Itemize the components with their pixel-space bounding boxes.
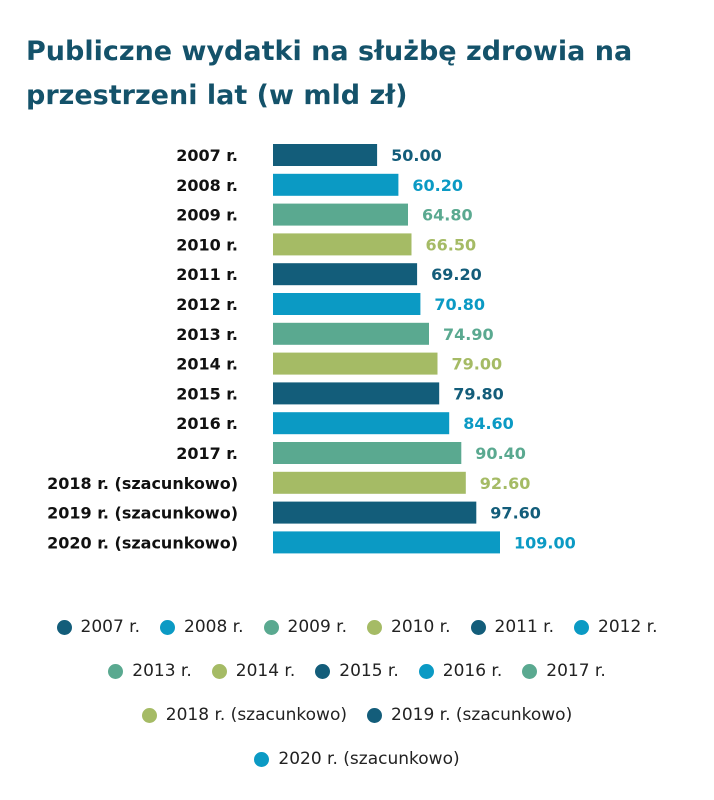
- chart-title: Publiczne wydatki na służbę zdrowia na p…: [26, 36, 633, 111]
- category-label-0: 2007 r.: [176, 146, 238, 165]
- bar-8: [273, 382, 440, 405]
- bar-1: [273, 173, 399, 196]
- value-label-3: 66.50: [426, 235, 477, 254]
- value-label-12: 97.60: [490, 504, 541, 523]
- bar-11: [273, 471, 466, 494]
- legend-item-12[interactable]: 2019 r. (szacunkowo): [367, 705, 572, 725]
- legend-swatch-icon: [418, 663, 434, 679]
- category-label-1: 2008 r.: [176, 176, 238, 195]
- bar-chart: 2007 r. 50.00 2008 r. 60.20 2009 r. 64.80 2010…: [47, 144, 576, 554]
- bar-9: [273, 412, 450, 435]
- category-label-11: 2018 r. (szacunkowo): [47, 474, 238, 493]
- category-label-9: 2016 r.: [176, 414, 238, 433]
- legend-swatch-icon: [141, 707, 157, 723]
- legend-swatch-icon: [160, 619, 175, 635]
- legend-label: 2016 r.: [442, 661, 503, 681]
- legend-item-7[interactable]: 2014 r.: [211, 661, 296, 681]
- legend-label: 2007 r.: [80, 617, 141, 637]
- legend-swatch-icon: [367, 707, 382, 723]
- legend-label: 2015 r.: [339, 661, 399, 681]
- legend-item-4[interactable]: 2011 r.: [470, 617, 555, 637]
- category-label-3: 2010 r.: [176, 235, 238, 254]
- bar-12: [273, 501, 477, 524]
- value-label-6: 74.90: [443, 325, 494, 344]
- legend-item-10[interactable]: 2017 r.: [522, 661, 606, 681]
- category-label-12: 2019 r. (szacunkowo): [47, 504, 238, 523]
- bar-5: [273, 293, 421, 315]
- bar-2: [273, 203, 408, 226]
- legend-item-3[interactable]: 2010 r.: [367, 617, 451, 637]
- legend-swatch-icon: [108, 663, 124, 679]
- legend-label: 2008 r.: [184, 617, 244, 637]
- category-label-4: 2011 r.: [176, 265, 238, 284]
- legend-swatch-icon: [367, 619, 382, 635]
- value-label-7: 79.00: [452, 355, 503, 374]
- category-label-8: 2015 r.: [176, 384, 238, 403]
- value-label-0: 50.00: [391, 146, 442, 165]
- bar-4: [273, 263, 418, 286]
- legend-row: 2020 r. (szacunkowo): [0, 744, 714, 774]
- legend-item-2[interactable]: 2009 r.: [263, 617, 348, 637]
- legend-item-6[interactable]: 2013 r.: [108, 661, 192, 681]
- legend-row: 2018 r. (szacunkowo) 2019 r. (szacunkowo): [0, 700, 714, 730]
- value-label-13: 109.00: [514, 533, 576, 552]
- value-label-8: 79.80: [453, 384, 504, 403]
- legend-label: 2013 r.: [132, 661, 192, 681]
- bar-7: [273, 352, 438, 375]
- category-label-2: 2009 r.: [176, 206, 238, 225]
- bar-3: [273, 233, 412, 256]
- category-label-13: 2020 r. (szacunkowo): [47, 533, 238, 552]
- legend-swatch-icon: [56, 619, 72, 635]
- bar-0: [273, 144, 378, 166]
- value-label-9: 84.60: [463, 414, 514, 433]
- legend-item-11[interactable]: 2018 r. (szacunkowo): [141, 705, 347, 725]
- value-label-4: 69.20: [431, 265, 482, 284]
- legend-swatch-icon: [470, 619, 486, 635]
- legend-label: 2011 r.: [494, 617, 555, 637]
- category-label-7: 2014 r.: [176, 355, 238, 374]
- legend-label: 2018 r. (szacunkowo): [165, 705, 347, 725]
- legend-label: 2012 r.: [598, 617, 658, 637]
- value-label-1: 60.20: [412, 176, 463, 195]
- bar-10: [273, 442, 462, 464]
- legend-label: 2014 r.: [235, 661, 296, 681]
- value-label-5: 70.80: [434, 295, 485, 314]
- legend-row: 2013 r. 2014 r. 2015 r. 2016 r. 2017 r.: [0, 656, 714, 686]
- legend-swatch-icon: [254, 751, 270, 767]
- legend-item-1[interactable]: 2008 r.: [160, 617, 244, 637]
- bar-13: [273, 531, 500, 554]
- legend-label: 2009 r.: [287, 617, 348, 637]
- legend-label: 2010 r.: [391, 617, 451, 637]
- category-label-6: 2013 r.: [176, 325, 238, 344]
- legend-swatch-icon: [574, 619, 589, 635]
- bar-6: [273, 322, 429, 345]
- value-label-11: 92.60: [480, 474, 531, 493]
- legend-item-8[interactable]: 2015 r.: [315, 661, 399, 681]
- legend-item-5[interactable]: 2012 r.: [574, 617, 658, 637]
- legend-item-13[interactable]: 2020 r. (szacunkowo): [254, 749, 460, 769]
- legend-item-0[interactable]: 2007 r.: [56, 617, 141, 637]
- category-label-10: 2017 r.: [176, 444, 238, 463]
- category-label-5: 2012 r.: [176, 295, 238, 314]
- legend-swatch-icon: [211, 663, 227, 679]
- legend-row: 2007 r. 2008 r. 2009 r. 2010 r. 2011 r. 2012 …: [0, 612, 714, 642]
- value-label-10: 90.40: [475, 444, 526, 463]
- legend-label: 2020 r. (szacunkowo): [278, 749, 460, 769]
- legend-label: 2019 r. (szacunkowo): [391, 705, 573, 725]
- value-label-2: 64.80: [422, 206, 473, 225]
- legend-swatch-icon: [522, 663, 538, 679]
- legend-item-9[interactable]: 2016 r.: [418, 661, 503, 681]
- legend-swatch-icon: [263, 619, 279, 635]
- legend-swatch-icon: [315, 663, 331, 679]
- legend-label: 2017 r.: [546, 661, 606, 681]
